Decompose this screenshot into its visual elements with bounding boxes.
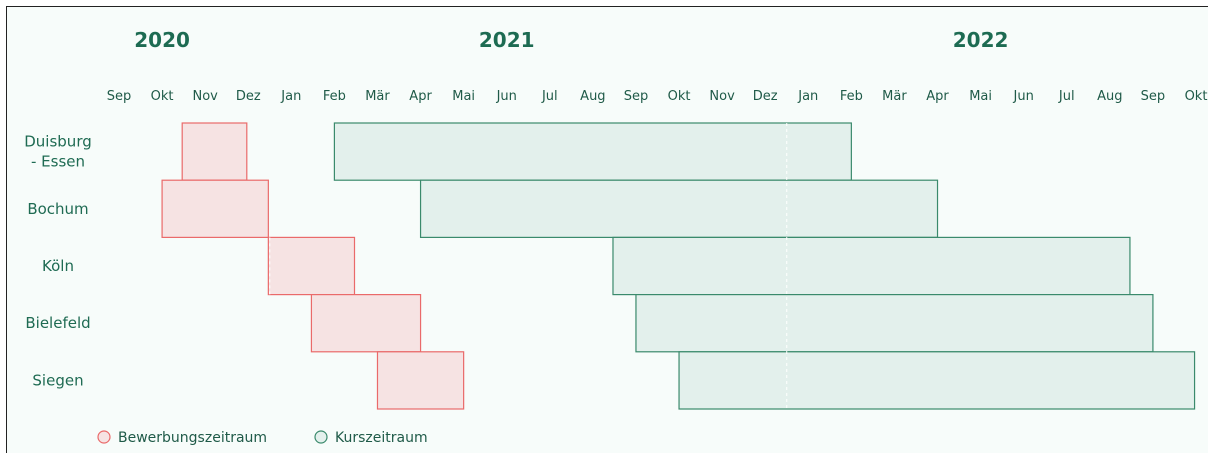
bewerbung-bar — [310, 294, 422, 353]
month-tick-label: Aug — [1097, 89, 1122, 104]
month-tick-label: Feb — [840, 89, 863, 104]
month-tick-label: Mär — [882, 89, 907, 104]
legend-bewerbung-marker — [97, 430, 111, 444]
month-tick-label: Sep — [107, 89, 132, 104]
month-tick-label: Jul — [1058, 89, 1075, 104]
month-tick-label: Apr — [409, 89, 432, 104]
kurs-bar — [635, 294, 1154, 353]
month-tick-label: Mai — [969, 89, 992, 104]
month-tick-label: Sep — [1141, 89, 1166, 104]
month-tick-label: Mai — [452, 89, 475, 104]
month-tick-label: Apr — [926, 89, 949, 104]
bewerbung-bar — [161, 179, 269, 238]
year-label: 2021 — [479, 28, 535, 52]
month-tick-label: Mär — [365, 89, 390, 104]
month-tick-label: Nov — [192, 89, 218, 104]
row-label: Duisburg - Essen — [24, 133, 92, 171]
month-tick-label: Sep — [624, 89, 649, 104]
year-label: 2022 — [953, 28, 1009, 52]
chart-frame: 2020 2021 2022 Sep Okt Nov Dez Jan Feb Mär Apr Mai… — [6, 6, 1208, 453]
row-label: Siegen — [32, 371, 83, 389]
bewerbung-bar — [376, 351, 465, 410]
month-tick-label: Jun — [496, 89, 517, 104]
month-tick-label: Okt — [668, 89, 691, 104]
month-tick-label: Okt — [1185, 89, 1208, 104]
month-tick-label: Dez — [753, 89, 778, 104]
kurs-bar — [419, 179, 939, 238]
month-tick-label: Aug — [580, 89, 605, 104]
legend: Bewerbungszeitraum Kurszeitraum — [97, 430, 428, 446]
month-tick-label: Jan — [797, 89, 818, 104]
row-labels: Duisburg - Essen Bochum Köln Bielefeld Siegen — [24, 133, 92, 390]
kurs-bar — [612, 236, 1131, 296]
month-tick-label: Jun — [1013, 89, 1034, 104]
gantt-chart: 2020 2021 2022 Sep Okt Nov Dez Jan Feb Mär Apr Mai… — [24, 28, 1208, 446]
legend-bewerbung-label: Bewerbungszeitraum — [118, 430, 267, 446]
row-label: Bochum — [27, 200, 88, 218]
month-tick-label: Nov — [709, 89, 735, 104]
month-tick-label: Okt — [151, 89, 174, 104]
bewerbung-bar — [181, 122, 248, 181]
year-labels: 2020 2021 2022 — [134, 28, 1008, 52]
year-label: 2020 — [134, 28, 190, 52]
month-tick-label: Feb — [323, 89, 346, 104]
bewerbung-bar — [267, 236, 356, 296]
row-label: Bielefeld — [25, 314, 90, 332]
row-label: Köln — [42, 257, 74, 275]
kurs-bar — [333, 122, 852, 181]
bars — [161, 122, 1196, 410]
legend-kurs-label: Kurszeitraum — [335, 430, 428, 446]
kurs-bar — [678, 351, 1196, 410]
month-labels: Sep Okt Nov Dez Jan Feb Mär Apr Mai Jun Jul Aug Sep O… — [107, 89, 1208, 104]
month-tick-label: Jul — [541, 89, 558, 104]
month-tick-label: Jan — [280, 89, 301, 104]
month-tick-label: Dez — [236, 89, 261, 104]
legend-kurs-marker — [314, 430, 328, 444]
